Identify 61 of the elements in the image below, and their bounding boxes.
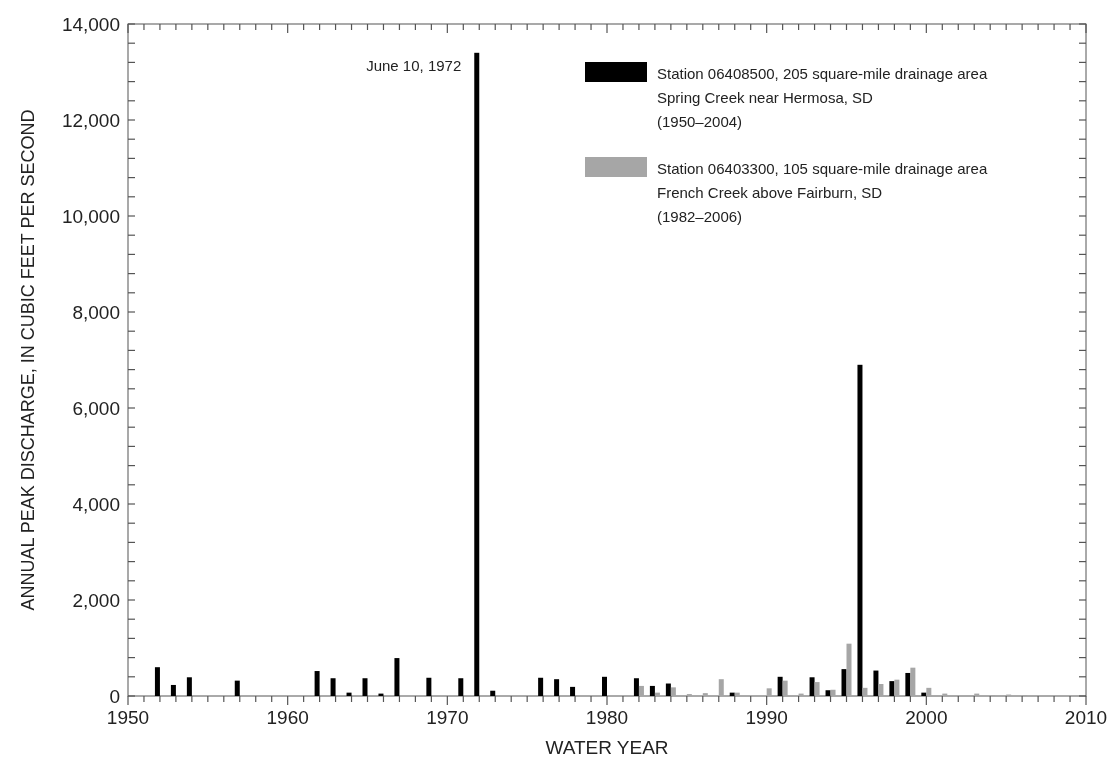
bar [814, 682, 820, 696]
bar [314, 671, 320, 696]
bar [905, 672, 911, 696]
bar [570, 686, 576, 696]
bar [394, 658, 400, 696]
bar [234, 680, 240, 696]
bar [873, 670, 879, 696]
x-tick-label: 1960 [266, 707, 309, 728]
y-axis-title: ANNUAL PEAK DISCHARGE, IN CUBIC FEET PER SECOND [18, 109, 38, 611]
bar [825, 690, 831, 696]
bar [878, 684, 884, 696]
bar [490, 690, 496, 696]
bar [170, 684, 176, 696]
x-axis-title: WATER YEAR [545, 737, 669, 758]
bar [638, 685, 644, 696]
bar [857, 364, 863, 696]
bar [474, 52, 480, 696]
y-tick-label: 6,000 [72, 398, 120, 419]
bar [841, 669, 847, 696]
bar [186, 677, 192, 696]
y-tick-label: 4,000 [72, 494, 120, 515]
bar [846, 643, 852, 696]
bar [894, 679, 900, 696]
y-tick-label: 8,000 [72, 302, 120, 323]
bar [670, 687, 676, 696]
bar [702, 693, 708, 696]
bar [602, 676, 607, 696]
annotation: June 10, 1972 [366, 56, 462, 74]
bar [426, 677, 432, 696]
x-tick-label: 1990 [745, 707, 788, 728]
bar [633, 678, 639, 696]
y-tick-label: 12,000 [61, 110, 120, 131]
bar [782, 680, 788, 696]
legend-label: Station 06408500, 205 square-mile drainage area Spring Creek near Hermosa, SD (1950–2004) [657, 65, 988, 130]
bar [718, 679, 724, 696]
x-tick-label: 2000 [905, 707, 948, 728]
x-tick-label: 1970 [426, 707, 469, 728]
bar [554, 679, 560, 696]
bar [330, 678, 336, 696]
bar [809, 677, 815, 696]
x-tick-label: 1950 [106, 707, 150, 728]
x-tick-label: 2010 [1064, 707, 1108, 728]
bar [538, 677, 544, 696]
bar [154, 667, 160, 696]
y-tick-label: 14,000 [61, 14, 120, 35]
bar [458, 678, 464, 696]
bar [649, 685, 655, 696]
y-tick-label: 0 [109, 686, 120, 707]
x-tick-label: 1980 [585, 707, 629, 728]
y-tick-label: 10,000 [61, 206, 120, 227]
bar [926, 687, 932, 696]
bar [777, 676, 783, 696]
bar [889, 681, 895, 696]
bar [910, 667, 916, 696]
y-tick-label: 2,000 [72, 590, 120, 611]
legend-label: Station 06403300, 105 square-mile drainage area French Creek above Fairburn, SD (1982–2006) [657, 160, 988, 225]
bar [665, 683, 671, 696]
bar [362, 678, 368, 696]
bar [766, 688, 772, 696]
bar [862, 687, 868, 696]
bar [830, 689, 836, 696]
